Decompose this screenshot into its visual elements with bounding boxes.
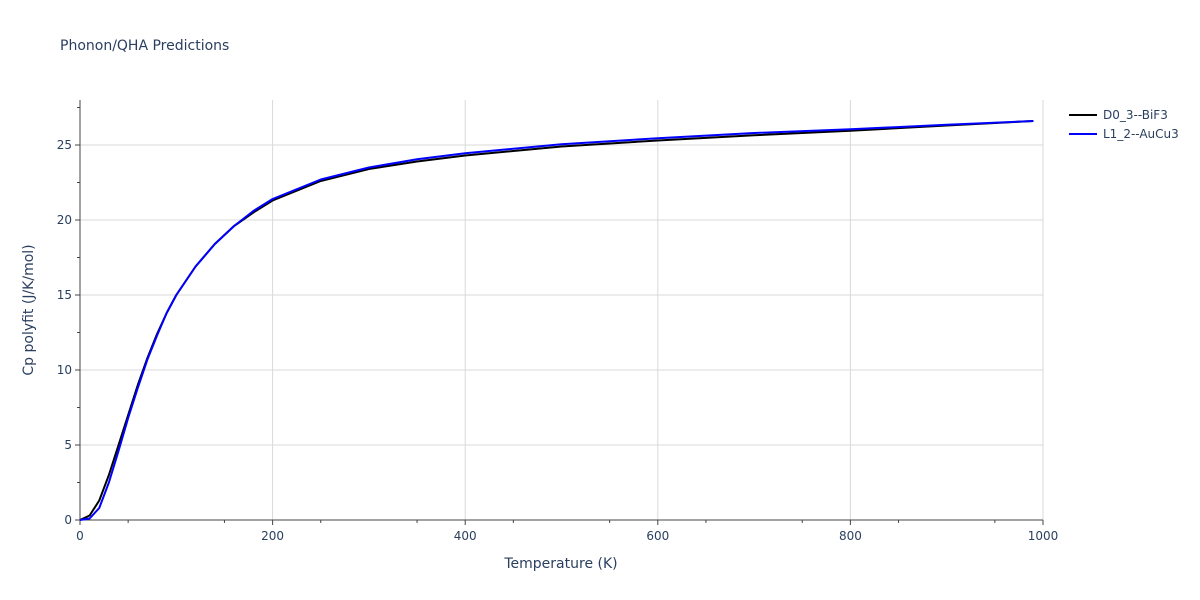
x-tick-label: 600 — [646, 529, 669, 543]
grid — [80, 100, 1044, 520]
y-tick-label: 20 — [57, 213, 72, 227]
x-tick-label: 400 — [454, 529, 477, 543]
y-tick-label: 5 — [64, 438, 72, 452]
series-lines — [79, 120, 1034, 521]
y-tick-label: 0 — [64, 513, 72, 527]
axes — [79, 100, 1043, 521]
chart-title: Phonon/QHA Predictions — [60, 38, 229, 54]
x-tick-label: 0 — [76, 529, 84, 543]
legend-item[interactable]: D0_3--BiF3 — [1069, 108, 1168, 122]
y-tick-label: 15 — [57, 288, 72, 302]
y-tick-label: 25 — [57, 138, 72, 152]
x-axis-label: Temperature (K) — [503, 556, 617, 572]
legend-item[interactable]: L1_2--AuCu3 — [1069, 127, 1179, 141]
series-line — [79, 120, 1034, 521]
legend[interactable]: D0_3--BiF3 L1_2--AuCu3 — [1069, 108, 1179, 141]
x-tick-label: 200 — [261, 529, 284, 543]
x-tick-label: 800 — [839, 529, 862, 543]
x-tick-label: 1000 — [1028, 529, 1059, 543]
legend-label: D0_3--BiF3 — [1103, 108, 1168, 122]
legend-label: L1_2--AuCu3 — [1103, 127, 1179, 141]
y-axis-label: Cp polyfit (J/K/mol) — [21, 244, 37, 375]
y-tick-label: 10 — [57, 363, 72, 377]
tick-labels: 0 200 400 600 800 1000 0 5 10 15 20 25 — [57, 107, 1059, 543]
series-line — [79, 120, 1034, 521]
